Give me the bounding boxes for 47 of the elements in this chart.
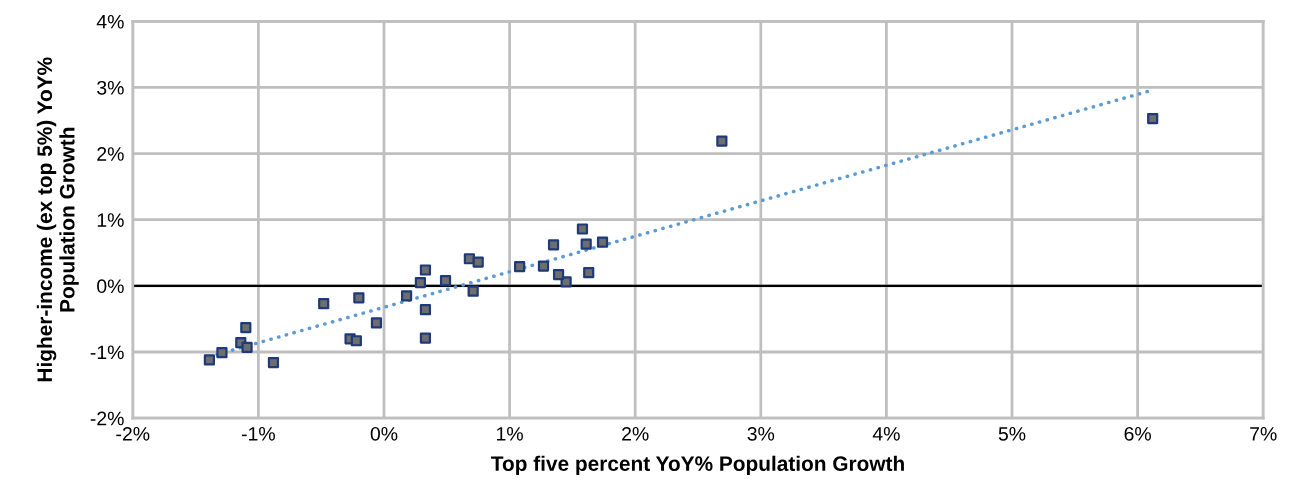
x-tick-label: 0% <box>370 426 398 441</box>
point <box>537 260 550 272</box>
point <box>419 264 432 276</box>
x-tick-label: 3% <box>747 426 775 441</box>
point <box>216 347 228 359</box>
point <box>414 276 427 289</box>
point <box>547 239 560 251</box>
point <box>318 298 330 310</box>
point <box>552 269 565 281</box>
y-tick-label: -1% <box>90 345 124 360</box>
y-tick-label: 0% <box>97 279 124 294</box>
x-tick-label: 6% <box>1124 426 1151 441</box>
y-tick-label: 1% <box>97 213 124 227</box>
x-tick-label: 5% <box>998 427 1026 441</box>
point <box>240 321 252 334</box>
y-tick-label: 2% <box>97 147 124 161</box>
point <box>514 261 526 273</box>
point <box>203 354 215 366</box>
point <box>267 356 280 369</box>
point <box>560 276 572 288</box>
point <box>370 317 383 329</box>
point <box>241 341 253 353</box>
x-tick-label: -2% <box>116 426 150 441</box>
y-tick-label: 3% <box>97 80 124 95</box>
point <box>353 292 365 304</box>
point <box>467 285 479 297</box>
point <box>583 267 595 279</box>
point <box>716 135 728 147</box>
point <box>439 274 452 287</box>
point <box>1147 112 1159 125</box>
point <box>419 304 432 316</box>
y-tick-label: -2% <box>90 411 124 426</box>
x-tick-label: 7% <box>1250 427 1277 441</box>
point <box>419 332 432 344</box>
point <box>580 238 592 250</box>
x-tick-label: 2% <box>622 426 649 441</box>
x-tick-label: 1% <box>497 427 523 441</box>
point <box>596 236 609 248</box>
x-axis-title: Top five percent YoY% Population Growth <box>491 455 904 476</box>
point <box>350 335 362 347</box>
x-tick-label: -1% <box>241 427 275 441</box>
point <box>400 290 413 302</box>
point <box>576 223 589 235</box>
point <box>472 256 484 268</box>
y-axis-title: Higher-income (ex top 5%) YoY% Population Growth <box>36 57 79 382</box>
y-tick-label: 4% <box>96 14 124 29</box>
x-tick-label: 4% <box>872 427 900 441</box>
